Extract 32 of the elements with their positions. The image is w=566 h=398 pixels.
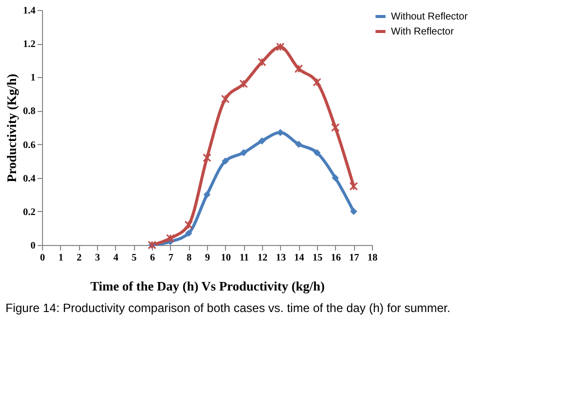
y-tick-label: 0.2 xyxy=(23,206,36,218)
y-tick-label: 1 xyxy=(30,72,36,84)
legend-label: With Reflector xyxy=(391,26,454,38)
x-tick-label: 11 xyxy=(239,252,249,264)
x-tick-label: 2 xyxy=(76,252,82,264)
x-tick-label: 13 xyxy=(276,252,286,264)
x-tick-label: 10 xyxy=(220,252,231,264)
x-tick-label: 7 xyxy=(168,252,174,264)
x-tick-label: 14 xyxy=(294,252,304,264)
x-tick-label: 6 xyxy=(150,252,155,264)
x-tick-label: 5 xyxy=(132,252,137,264)
x-tick-label: 3 xyxy=(95,252,100,264)
caption: Figure 14: Productivity comparison of both cases vs. time of the day (h) for summer. xyxy=(6,301,450,315)
x-tick-label: 16 xyxy=(330,252,341,264)
x-tick-label: 8 xyxy=(186,252,192,264)
x-axis-title: Time of the Day (h) Vs Productivity (kg/h) xyxy=(90,278,325,294)
y-tick-label: 0.6 xyxy=(23,140,36,151)
x-tick-label: 18 xyxy=(368,252,378,264)
x-tick-label: 12 xyxy=(258,252,268,264)
x-tick-label: 17 xyxy=(349,252,360,264)
y-axis-title: Productivity (Kg/h) xyxy=(4,74,19,182)
y-tick-label: 0.4 xyxy=(23,173,36,184)
x-tick-label: 9 xyxy=(205,252,210,264)
x-tick-label: 4 xyxy=(113,252,118,264)
x-tick-label: 0 xyxy=(40,252,45,264)
y-tick-label: 0 xyxy=(30,240,36,252)
y-tick-label: 1.4 xyxy=(23,6,36,16)
legend-label: Without Reflector xyxy=(391,12,468,22)
y-tick-label: 0.8 xyxy=(23,106,36,118)
x-tick-label: 1 xyxy=(58,252,64,264)
x-tick-label: 15 xyxy=(312,252,322,264)
y-tick-label: 1.2 xyxy=(23,39,36,50)
